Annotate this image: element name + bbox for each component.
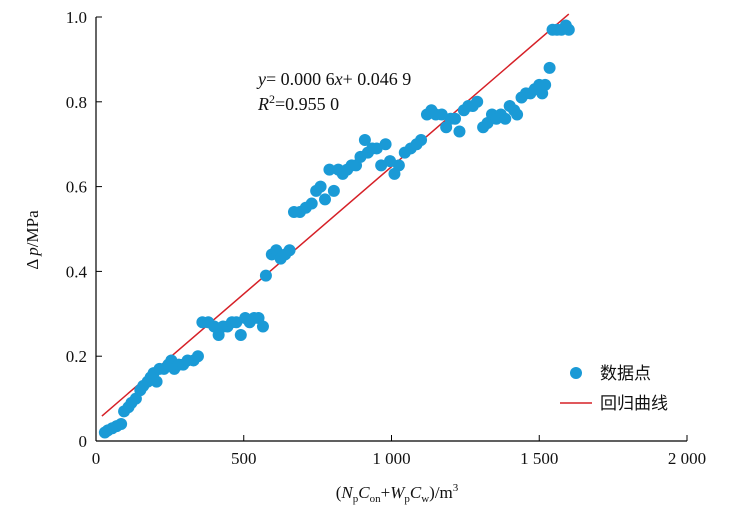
data-point bbox=[562, 23, 575, 36]
data-point bbox=[543, 61, 556, 74]
x-tick-label: 500 bbox=[231, 449, 257, 468]
data-point bbox=[319, 193, 332, 206]
x-tick-label: 2 000 bbox=[668, 449, 706, 468]
data-point bbox=[256, 320, 269, 333]
regression-line-group bbox=[101, 13, 570, 417]
data-point bbox=[115, 418, 128, 431]
fit-equation: y= 0.000 6x+ 0.046 9 bbox=[256, 69, 411, 89]
y-tick-label: 1.0 bbox=[66, 8, 87, 27]
y-tick-label: 0 bbox=[79, 432, 88, 451]
data-point bbox=[358, 133, 371, 146]
legend-line-label: 回归曲线 bbox=[600, 394, 668, 414]
data-point bbox=[150, 375, 163, 388]
y-axis-title: Δp/MPa bbox=[23, 210, 42, 270]
data-point bbox=[392, 159, 405, 172]
data-point bbox=[305, 197, 318, 210]
data-point bbox=[471, 95, 484, 108]
data-point bbox=[234, 329, 247, 341]
data-point bbox=[453, 125, 466, 138]
data-point bbox=[449, 112, 462, 125]
data-points bbox=[98, 19, 575, 439]
regression-line bbox=[101, 13, 570, 417]
y-tick-label: 0.2 bbox=[66, 347, 87, 366]
data-point bbox=[499, 112, 512, 125]
data-point bbox=[314, 180, 327, 193]
legend-point-marker bbox=[570, 367, 582, 379]
data-point bbox=[511, 108, 524, 121]
axes bbox=[95, 17, 687, 442]
x-tick-label: 1 000 bbox=[372, 449, 410, 468]
data-point bbox=[327, 184, 340, 197]
x-tick-label: 0 bbox=[92, 449, 101, 468]
y-tick-label: 0.6 bbox=[66, 178, 87, 197]
legend: 数据点 回归曲线 bbox=[560, 364, 668, 414]
data-point bbox=[283, 244, 296, 257]
data-point bbox=[191, 350, 204, 363]
y-tick-label: 0.4 bbox=[66, 262, 88, 281]
data-point bbox=[415, 133, 428, 146]
x-axis-title: (NpCon+WpCw)/m3 bbox=[336, 482, 459, 505]
axis-ticks: 0 500 1 000 1 500 2 000 0 0.2 0.4 0.6 0.8 1.0 bbox=[66, 8, 706, 468]
data-point bbox=[539, 78, 552, 91]
data-point bbox=[379, 138, 392, 151]
x-tick-label: 1 500 bbox=[520, 449, 558, 468]
data-point bbox=[259, 269, 272, 282]
r-squared: R2=0.955 0 bbox=[257, 92, 339, 114]
data-point bbox=[323, 163, 336, 176]
legend-points-label: 数据点 bbox=[600, 364, 651, 384]
y-tick-label: 0.8 bbox=[66, 93, 87, 112]
